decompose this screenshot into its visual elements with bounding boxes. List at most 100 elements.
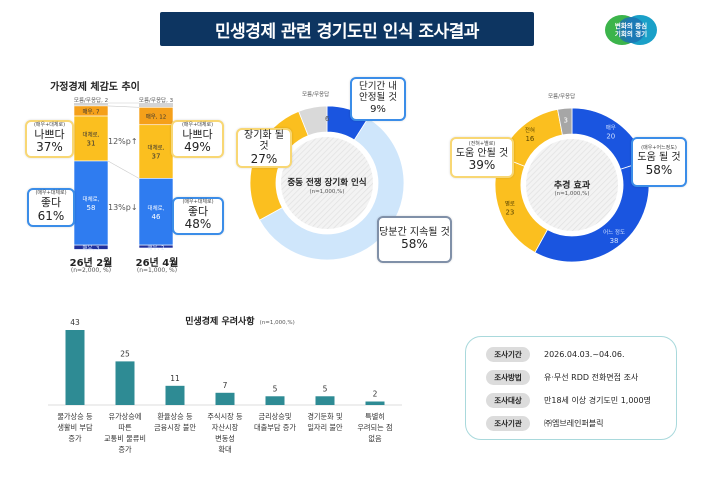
concerns-chart-title: 민생경제 우려사항 (n=1,000,%) [160,309,320,328]
bar-segment [73,115,109,162]
survey-row-agency: 조사기관 ㈜엠브레인퍼블릭 [486,415,604,431]
callout-help: (매우+어느정도) 도움 될 것 58% [631,137,687,187]
callout-pct: 58% [401,237,428,252]
bar-segment-dk [139,103,173,108]
change-good: 13%p↓ [108,203,138,212]
supp-donut-title: 추경 효과 [553,181,591,191]
bar [265,396,285,405]
slice-label: 어느 정도 [603,228,625,236]
bar-value-label: 11 [170,374,180,383]
segment-value: 37 [152,153,161,161]
page-title: 민생경제 관련 경기도민 인식 조사결과 [160,12,534,46]
callout-label: 나쁘다 [34,127,65,141]
category-label: 교통비 물류비 [104,434,146,443]
donut-slice [557,107,573,136]
category-label: 확대 [218,445,231,454]
bar-value-label: 25 [120,349,130,358]
supp-dk-label: 모름/무응답 [548,94,576,100]
gyeonggi-logo: 변화의 중심 기회의 경기 [604,14,658,46]
segment-label: 매우, 12 [146,113,167,121]
bar2-label: 26년 4월 [135,258,179,269]
segment-value: 58 [87,204,96,212]
survey-key: 조사방법 [486,369,530,385]
callout-bad-feb: (매우+대체로) 나쁘다 37% [25,120,74,158]
survey-row-method: 조사방법 유·무선 RDD 전화면접 조사 [486,369,638,385]
supp-donut-n: (n=1,000,%) [554,191,590,197]
callout-sub: (매우+대체로) [33,121,66,128]
bar [315,396,335,405]
bar-value-label: 5 [273,384,278,393]
bar [215,392,235,405]
survey-key: 조사대상 [486,392,530,408]
callout-label: 안정될 것 [359,92,397,104]
household-title: 가정경제 체감도 추이 [50,82,140,93]
bar [165,385,185,405]
slice-label: 전혀 [525,126,535,134]
category-label: 증가 [68,434,82,443]
category-label: 일자리 불안 [307,423,343,432]
callout-label: 단기간 내 [359,81,397,93]
bar [115,361,135,405]
callout-sub: (매우+대체로) [182,198,214,205]
category-label: 금리상승및 [258,412,291,421]
slice-value: 20 [606,133,615,141]
segment-label: 매우, 2 [147,244,164,252]
callout-sub: (매우+어느정도) [641,145,677,152]
category-label: 주식시장 등 [207,412,243,421]
category-label: 생활비 부담 [57,423,93,432]
segment-value: 31 [87,140,96,148]
segment-label: 대체로, [148,204,165,212]
callout-label: 장기화 될 것 [244,129,284,153]
bar-segment-dk [74,103,108,106]
bar1-n: (n=2,000, %) [70,267,112,274]
category-label: 경기둔화 및 [307,412,343,421]
callout-stable: 단기간 내 안정될 것 9% [350,77,406,121]
donut-center [281,137,373,229]
donut-center [526,139,618,231]
category-label: 우려되는 점 [357,423,392,432]
callout-label: 당분간 지속될 것 [379,226,450,238]
callout-good-feb: (매우+대체로) 좋다 61% [27,188,75,227]
category-label: 유가상승에 [108,412,141,421]
bar-value-label: 2 [373,390,378,399]
callout-pct: 61% [37,208,65,223]
callout-no-help: (전혀+별로) 도움 안될 것 39% [450,137,514,178]
callout-label: 나쁘다 [182,127,213,141]
survey-value: 2026.04.03.~04.06. [544,349,625,359]
callout-sub: (매우+대체로) [35,190,67,197]
bar2-n: (n=1,000, %) [136,267,178,274]
category-label: 없음 [368,434,382,443]
callout-pct: 9% [370,104,386,116]
bar-value-label: 43 [70,318,80,327]
segment-label: 대체로, [83,131,100,139]
category-label: 금융시장 불안 [154,423,196,432]
bar-segment [138,244,174,249]
callout-pct: 58% [645,162,673,177]
callout-pct: 27% [250,151,278,166]
slice-label: 별로 [505,199,515,207]
bar-value-label: 5 [323,384,328,393]
category-label: 특별히 [365,412,385,421]
category-label: 대출부담 증가 [254,423,296,432]
segment-label: 모름/무응답, 3 [139,97,174,104]
category-label: 따른 [118,423,132,432]
segment-label: 모름/무응답, 2 [74,97,108,104]
callout-bad-apr: (매우+대체로) 나쁘다 49% [171,120,224,158]
survey-key: 조사기관 [486,415,530,431]
category-label: 변동성 [215,434,235,443]
segment-label: 대체로, [148,144,165,152]
donut-slice [258,117,405,261]
category-label: 환율상승 등 [157,412,193,421]
callout-pct: 37% [36,140,63,155]
slice-value: 23 [505,208,514,216]
callout-label: 좋다 [187,204,209,218]
category-label: 증가 [118,445,132,454]
survey-value: ㈜엠브레인퍼블릭 [544,418,604,428]
slice-value: 38 [610,237,619,245]
callout-long: 장기화 될 것 27% [236,128,292,168]
category-label: 물가상승 등 [57,412,93,421]
bar-value-label: 7 [223,381,228,390]
logo-text: 기회의 경기 [614,30,648,38]
